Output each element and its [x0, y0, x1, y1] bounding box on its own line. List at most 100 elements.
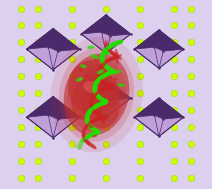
Point — [70, 125, 74, 128]
Ellipse shape — [79, 68, 84, 71]
Ellipse shape — [90, 98, 94, 105]
Polygon shape — [106, 34, 131, 53]
Polygon shape — [159, 30, 184, 51]
Polygon shape — [81, 15, 106, 34]
Ellipse shape — [98, 100, 108, 106]
Polygon shape — [134, 47, 184, 68]
Polygon shape — [81, 79, 106, 98]
Point — [138, 23, 142, 26]
Ellipse shape — [87, 45, 95, 49]
Point — [36, 159, 40, 162]
Point — [19, 57, 23, 60]
Polygon shape — [27, 29, 53, 49]
Ellipse shape — [89, 106, 101, 118]
Point — [36, 108, 40, 111]
Ellipse shape — [99, 64, 105, 68]
Polygon shape — [81, 32, 106, 53]
Polygon shape — [81, 15, 131, 36]
Point — [172, 142, 176, 145]
Ellipse shape — [106, 41, 120, 49]
Ellipse shape — [87, 131, 100, 137]
Polygon shape — [81, 32, 131, 53]
Point — [189, 176, 193, 179]
Ellipse shape — [102, 81, 115, 91]
Point — [104, 176, 108, 179]
Ellipse shape — [92, 110, 107, 120]
Point — [104, 159, 108, 162]
Point — [189, 125, 193, 128]
Point — [138, 57, 142, 60]
Point — [172, 91, 176, 94]
Polygon shape — [27, 115, 53, 138]
Point — [189, 57, 193, 60]
Ellipse shape — [81, 80, 119, 128]
Ellipse shape — [76, 77, 83, 82]
Polygon shape — [53, 97, 80, 119]
Ellipse shape — [88, 72, 120, 109]
Point — [36, 23, 40, 26]
Ellipse shape — [93, 81, 97, 95]
Point — [70, 159, 74, 162]
Point — [70, 8, 74, 11]
Ellipse shape — [86, 119, 95, 127]
Point — [36, 74, 40, 77]
Ellipse shape — [115, 49, 119, 64]
Polygon shape — [27, 97, 53, 117]
Ellipse shape — [95, 129, 100, 134]
Ellipse shape — [100, 47, 106, 62]
Polygon shape — [159, 49, 184, 68]
Ellipse shape — [81, 132, 95, 142]
Ellipse shape — [50, 37, 143, 152]
Ellipse shape — [90, 54, 99, 59]
Ellipse shape — [94, 115, 107, 121]
Point — [189, 91, 193, 94]
Ellipse shape — [105, 46, 117, 58]
Ellipse shape — [84, 74, 90, 77]
Point — [172, 108, 176, 111]
Point — [36, 176, 40, 179]
Polygon shape — [159, 98, 184, 119]
Point — [172, 23, 176, 26]
Ellipse shape — [97, 74, 106, 85]
Point — [70, 91, 74, 94]
Polygon shape — [134, 98, 159, 117]
Ellipse shape — [95, 94, 106, 102]
Point — [36, 91, 40, 94]
Ellipse shape — [89, 102, 95, 112]
Ellipse shape — [109, 70, 115, 75]
Ellipse shape — [103, 99, 108, 105]
Point — [19, 40, 23, 43]
Ellipse shape — [100, 54, 106, 68]
Ellipse shape — [59, 47, 134, 142]
Point — [189, 159, 193, 162]
Polygon shape — [134, 115, 184, 136]
Ellipse shape — [86, 121, 95, 132]
Ellipse shape — [113, 40, 123, 46]
Point — [104, 8, 108, 11]
Point — [189, 108, 193, 111]
Ellipse shape — [98, 65, 102, 71]
Ellipse shape — [102, 51, 110, 55]
Point — [36, 142, 40, 145]
Ellipse shape — [82, 131, 86, 138]
Point — [70, 142, 74, 145]
Polygon shape — [27, 97, 80, 119]
Ellipse shape — [94, 130, 100, 135]
Polygon shape — [53, 49, 80, 70]
Ellipse shape — [93, 75, 102, 89]
Ellipse shape — [97, 71, 101, 78]
Ellipse shape — [88, 125, 94, 128]
Point — [138, 125, 142, 128]
Point — [70, 74, 74, 77]
Polygon shape — [134, 30, 184, 51]
Ellipse shape — [100, 59, 109, 67]
Point — [138, 159, 142, 162]
Point — [138, 176, 142, 179]
Point — [189, 74, 193, 77]
Point — [19, 74, 23, 77]
Polygon shape — [134, 47, 159, 68]
Point — [70, 57, 74, 60]
Ellipse shape — [101, 60, 111, 71]
Ellipse shape — [99, 85, 113, 92]
Point — [19, 91, 23, 94]
